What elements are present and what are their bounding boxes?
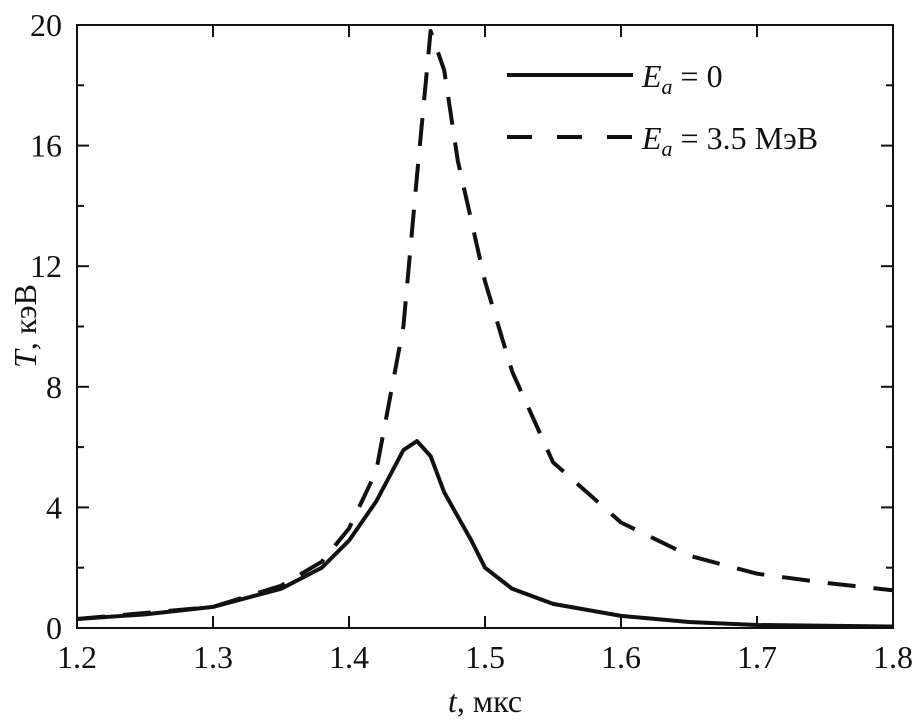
legend: Ea = 0 Ea = 3.5 МэВ	[507, 58, 818, 161]
legend-label-1: Ea = 3.5 МэВ	[641, 120, 818, 161]
y-tick-label: 20	[30, 7, 62, 43]
y-tick-label: 0	[46, 610, 62, 646]
series-line-1	[76, 29, 894, 621]
x-tick-label: 1.8	[873, 639, 913, 675]
x-tick-label: 1.4	[329, 639, 369, 675]
legend-label-0: Ea = 0	[641, 58, 723, 99]
series-line-0	[76, 439, 894, 629]
y-tick-label: 8	[46, 369, 62, 405]
y-tick-label: 12	[30, 248, 62, 284]
y-tick-label: 16	[30, 128, 62, 164]
x-tick-label: 1.7	[737, 639, 777, 675]
x-tick-label: 1.2	[57, 639, 97, 675]
x-axis-label: t, мкс	[448, 683, 522, 719]
plot-frame	[76, 24, 894, 629]
y-axis-label: T, кэВ	[7, 284, 43, 368]
x-tick-label: 1.3	[193, 639, 233, 675]
x-tick-label: 1.5	[465, 639, 505, 675]
x-tick-label: 1.6	[601, 639, 641, 675]
y-tick-label: 4	[46, 489, 62, 525]
